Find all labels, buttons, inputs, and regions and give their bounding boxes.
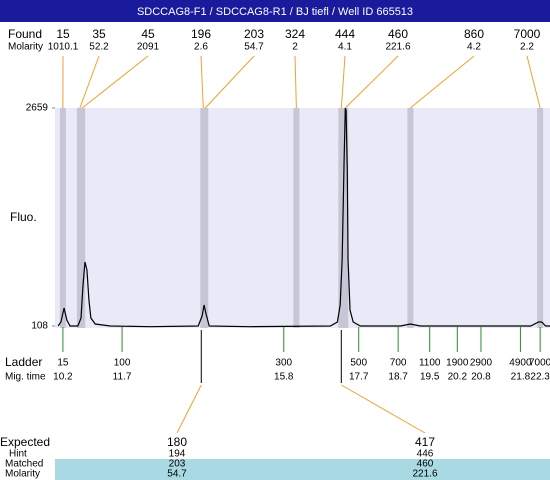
found-size: 196 [191,27,211,41]
ladder-time: 21.8 [511,372,531,383]
ladder-time: 10.2 [53,372,73,383]
y-tick-label: 108 [31,321,48,332]
ladder-time: 18.7 [388,372,408,383]
found-molarity-label: Molarity [8,42,43,53]
matched-size: 203 [169,459,186,470]
found-size: 15 [56,27,70,41]
found-size: 35 [92,27,106,41]
found-band [338,108,345,328]
y-tick-label: 2659 [26,103,49,114]
ladder-size: 300 [275,358,292,369]
header-bar [0,0,550,22]
found-size: 203 [244,27,264,41]
found-molarity: 2 [292,42,298,53]
ladder-size: 1100 [419,358,441,369]
expected-size: 180 [167,435,187,449]
found-band [537,108,544,328]
found-connector [81,55,149,109]
ladder-size: 15 [57,358,69,369]
found-molarity: 52.2 [89,42,109,53]
found-molarity: 221.6 [385,42,410,53]
trace [57,107,550,328]
ladder-size: 2900 [470,358,493,369]
found-connector [294,55,297,109]
plot-area [55,108,550,328]
found-band [202,108,209,328]
found-size: 444 [335,27,355,41]
found-band [407,108,414,328]
ladder-time: 20.8 [471,372,491,383]
found-molarity: 1010.1 [48,42,79,53]
found-size: 860 [464,27,484,41]
found-molarity: 4.2 [467,42,481,53]
found-connector [340,55,346,109]
hint-label: Hint [9,449,27,460]
expected-label: Expected [0,435,50,449]
found-connector [200,55,204,109]
ladder-size: 100 [114,358,131,369]
found-size: 45 [141,27,155,41]
ladder-size: 700 [390,358,407,369]
ladder-label: Ladder [5,355,42,369]
molarity-label: Molarity [5,469,40,480]
found-molarity: 2091 [137,42,160,53]
found-connector [79,55,100,109]
ladder-time: 19.5 [420,372,440,383]
found-connector [344,55,399,109]
found-band [293,108,300,328]
hint-size: 194 [169,449,186,460]
mig-time-label: Mig. time [5,372,46,383]
ladder-size: 500 [350,358,367,369]
ladder-time: 15.8 [274,372,294,383]
found-label: Found [8,27,42,41]
found-band [342,108,349,328]
matched-band [55,459,550,480]
ladder-size: 1900 [446,358,469,369]
expected-connector [176,384,202,434]
expected-size: 417 [415,435,435,449]
found-molarity: 54.7 [244,42,264,53]
expected-connector [341,384,426,434]
y-axis-label: Fluo. [10,210,37,224]
found-band [59,108,66,328]
found-size: 460 [388,27,408,41]
found-connector [204,55,255,109]
ladder-size: 4900 [509,358,532,369]
ladder-time: 20.2 [448,372,468,383]
ladder-time: 17.7 [349,372,369,383]
matched-molarity: 54.7 [167,469,187,480]
matched-size: 460 [417,459,434,470]
found-size: 7000 [514,27,541,41]
found-molarity: 4.1 [338,42,352,53]
ladder-time: 22.3 [530,372,550,383]
found-connector [410,55,475,109]
found-size: 324 [285,27,305,41]
found-connector [526,55,541,109]
ladder-size: 7000 [529,358,550,369]
chart-title: SDCCAG8-F1 / SDCCAG8-R1 / BJ tiefl / Wel… [137,6,413,18]
ladder-time: 11.7 [113,372,132,383]
found-molarity: 2.6 [194,42,208,53]
found-band [79,108,86,328]
matched-label: Matched [5,459,43,470]
hint-size: 446 [417,449,434,460]
matched-molarity: 221.6 [412,469,437,480]
found-molarity: 2.2 [520,42,534,53]
